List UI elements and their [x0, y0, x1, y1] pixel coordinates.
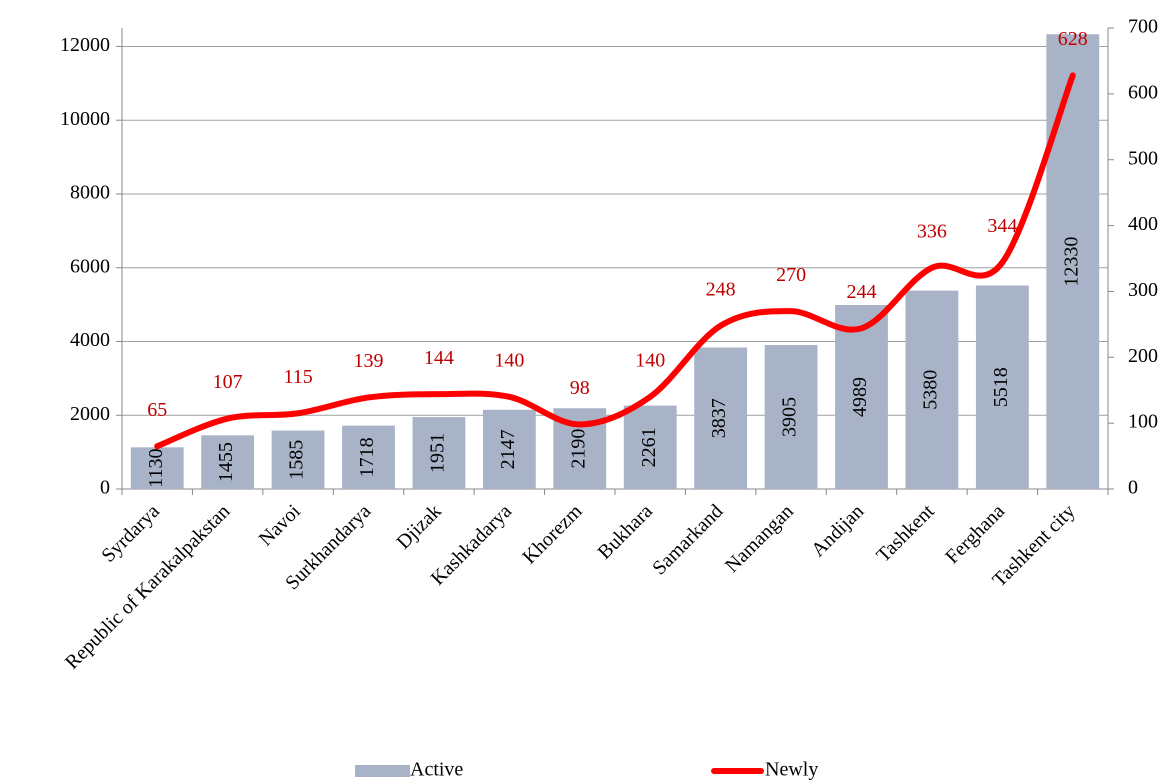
bar [201, 435, 255, 489]
y2-tick-label: 500 [1128, 147, 1158, 169]
bar [342, 425, 395, 489]
bar [130, 447, 184, 489]
line-value-label: 144 [424, 347, 454, 369]
y-tick-label: 10000 [60, 108, 110, 130]
bar-value-label: 1951 [427, 433, 449, 473]
line-value-label: 244 [847, 281, 877, 303]
y2-tick-label: 700 [1128, 16, 1158, 38]
bar-value-label: 3905 [779, 397, 801, 437]
line-value-label: 248 [706, 278, 736, 300]
bar [1046, 34, 1100, 490]
legend-label: Active [410, 759, 463, 781]
bar-value-label: 5518 [990, 367, 1012, 407]
y-tick-label: 2000 [70, 403, 110, 425]
y2-tick-label: 600 [1128, 81, 1158, 103]
y2-tick-label: 0 [1128, 477, 1138, 499]
bar-value-label: 3837 [708, 398, 730, 438]
bar [835, 305, 888, 489]
y2-tick-label: 100 [1128, 411, 1158, 433]
line-value-label: 139 [354, 350, 384, 372]
bar-value-label: 2261 [638, 427, 660, 467]
line-value-label: 336 [917, 220, 947, 242]
y2-tick-label: 400 [1128, 213, 1158, 235]
legend-swatch [355, 765, 410, 777]
x-tick-label: Ferghana [941, 500, 1009, 568]
line [154, 72, 1076, 450]
line-value-label: 65 [147, 399, 167, 421]
bar-value-label: 1718 [356, 437, 378, 477]
y-tick-label: 12000 [60, 34, 110, 56]
bar [764, 344, 818, 489]
legend-label: Newly [765, 759, 818, 781]
bar-value-label: 1455 [215, 442, 237, 482]
bar [905, 290, 959, 489]
line-value-label: 140 [635, 349, 665, 371]
bar-value-label: 5380 [920, 370, 942, 410]
line-value-label: 270 [776, 264, 806, 286]
line-value-label: 140 [494, 349, 524, 371]
y-tick-label: 8000 [70, 182, 110, 204]
y2-tick-label: 200 [1128, 345, 1158, 367]
x-tick-label: Andijan [807, 500, 868, 561]
line-value-label: 115 [283, 366, 312, 388]
x-tick-label: Navoi [255, 500, 305, 550]
bar [975, 285, 1029, 489]
bar [694, 347, 748, 489]
x-tick-label: Tashkent [872, 500, 939, 567]
y-tick-label: 6000 [70, 255, 110, 277]
bar [412, 417, 466, 489]
bar-value-label: 2147 [497, 429, 519, 469]
line-value-label: 344 [987, 215, 1017, 237]
y2-tick-label: 300 [1128, 279, 1158, 301]
x-tick-label: Syrdarya [97, 500, 164, 567]
bar [271, 430, 325, 489]
line-value-label: 107 [213, 371, 243, 393]
y-tick-label: 4000 [70, 329, 110, 351]
x-tick-label: Bukhara [594, 500, 658, 564]
line-value-label: 98 [570, 377, 590, 399]
bar-value-label: 4989 [849, 377, 871, 417]
bar-value-label: 12330 [1060, 237, 1082, 287]
bar-value-label: 1585 [286, 440, 308, 480]
x-tick-label: Namangan [721, 500, 798, 577]
y-tick-label: 0 [100, 477, 110, 499]
x-tick-label: Khorezm [518, 500, 586, 568]
x-tick-label: Samarkand [648, 500, 727, 579]
x-tick-label: Djizak [392, 500, 445, 553]
line-value-label: 628 [1058, 28, 1088, 50]
bar [482, 409, 536, 489]
bar-value-label: 1130 [145, 449, 167, 488]
bar [623, 405, 677, 489]
bar-value-label: 2190 [567, 429, 589, 469]
